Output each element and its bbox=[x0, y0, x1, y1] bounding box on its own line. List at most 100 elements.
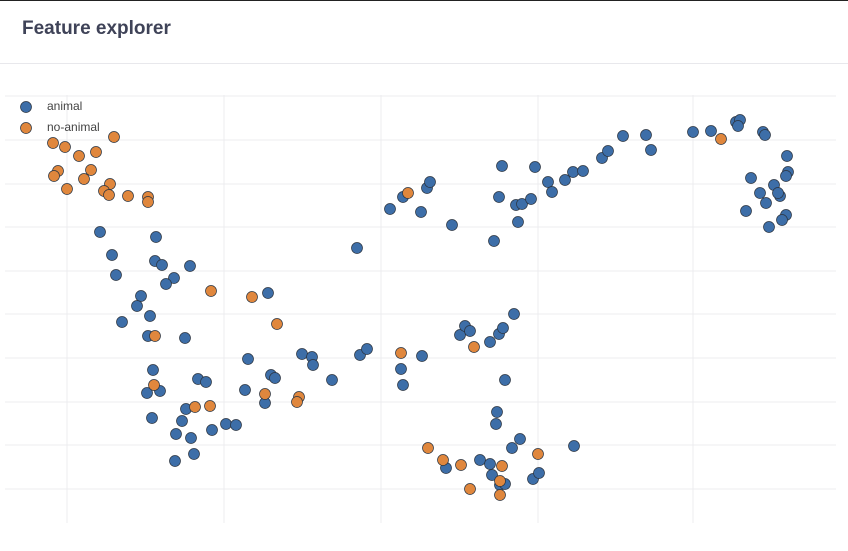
point bbox=[351, 242, 363, 254]
point bbox=[296, 348, 308, 360]
point bbox=[384, 203, 396, 215]
point bbox=[206, 424, 218, 436]
point bbox=[497, 322, 509, 334]
header: Feature explorer bbox=[0, 1, 848, 64]
point bbox=[204, 400, 216, 412]
point bbox=[446, 219, 458, 231]
point bbox=[542, 176, 554, 188]
point bbox=[781, 150, 793, 162]
point bbox=[103, 189, 115, 201]
point bbox=[47, 137, 59, 149]
point bbox=[189, 401, 201, 413]
point bbox=[776, 214, 788, 226]
point bbox=[732, 120, 744, 132]
point bbox=[156, 259, 168, 271]
point bbox=[640, 129, 652, 141]
point bbox=[763, 221, 775, 233]
point bbox=[160, 278, 172, 290]
point bbox=[271, 318, 283, 330]
point bbox=[262, 287, 274, 299]
point bbox=[144, 310, 156, 322]
point bbox=[188, 448, 200, 460]
point bbox=[415, 206, 427, 218]
point bbox=[705, 125, 717, 137]
point bbox=[514, 433, 526, 445]
point bbox=[754, 187, 766, 199]
point bbox=[90, 146, 102, 158]
point bbox=[494, 489, 506, 501]
panel-title: Feature explorer bbox=[22, 18, 171, 39]
point bbox=[493, 191, 505, 203]
point bbox=[395, 363, 407, 375]
point bbox=[508, 308, 520, 320]
point bbox=[745, 172, 757, 184]
point bbox=[455, 459, 467, 471]
point bbox=[715, 133, 727, 145]
point bbox=[422, 442, 434, 454]
point bbox=[546, 186, 558, 198]
point bbox=[148, 379, 160, 391]
point bbox=[184, 260, 196, 272]
point bbox=[307, 359, 319, 371]
point bbox=[484, 336, 496, 348]
point bbox=[602, 145, 614, 157]
point bbox=[179, 332, 191, 344]
point bbox=[135, 290, 147, 302]
point bbox=[496, 460, 508, 472]
point bbox=[169, 455, 181, 467]
point bbox=[269, 372, 281, 384]
point bbox=[122, 190, 134, 202]
point bbox=[146, 412, 158, 424]
point bbox=[484, 458, 496, 470]
point bbox=[170, 428, 182, 440]
point bbox=[230, 419, 242, 431]
point bbox=[499, 374, 511, 386]
point bbox=[142, 196, 154, 208]
point bbox=[61, 183, 73, 195]
point bbox=[73, 150, 85, 162]
point bbox=[516, 198, 528, 210]
point bbox=[529, 161, 541, 173]
point bbox=[491, 406, 503, 418]
legend-marker bbox=[20, 122, 32, 134]
point bbox=[488, 235, 500, 247]
point bbox=[185, 432, 197, 444]
point bbox=[740, 205, 752, 217]
point bbox=[760, 197, 772, 209]
point bbox=[454, 329, 466, 341]
point bbox=[424, 176, 436, 188]
point bbox=[496, 160, 508, 172]
point bbox=[176, 415, 188, 427]
point bbox=[395, 347, 407, 359]
point bbox=[239, 384, 251, 396]
point bbox=[525, 193, 537, 205]
point bbox=[326, 374, 338, 386]
legend-marker bbox=[20, 101, 32, 113]
point bbox=[94, 226, 106, 238]
point bbox=[246, 291, 258, 303]
point bbox=[416, 350, 428, 362]
point bbox=[437, 454, 449, 466]
point bbox=[149, 330, 161, 342]
point bbox=[291, 396, 303, 408]
point bbox=[116, 316, 128, 328]
point bbox=[168, 272, 180, 284]
point bbox=[397, 379, 409, 391]
point bbox=[110, 269, 122, 281]
point bbox=[141, 387, 153, 399]
point bbox=[486, 469, 498, 481]
point bbox=[532, 448, 544, 460]
point bbox=[559, 174, 571, 186]
point bbox=[464, 325, 476, 337]
point bbox=[242, 353, 254, 365]
legend-label: no-animal bbox=[47, 120, 100, 134]
point bbox=[474, 454, 486, 466]
point bbox=[361, 343, 373, 355]
legend-label: animal bbox=[47, 99, 82, 113]
point bbox=[533, 467, 545, 479]
point bbox=[780, 170, 792, 182]
point bbox=[577, 165, 589, 177]
point bbox=[568, 440, 580, 452]
point bbox=[772, 187, 784, 199]
